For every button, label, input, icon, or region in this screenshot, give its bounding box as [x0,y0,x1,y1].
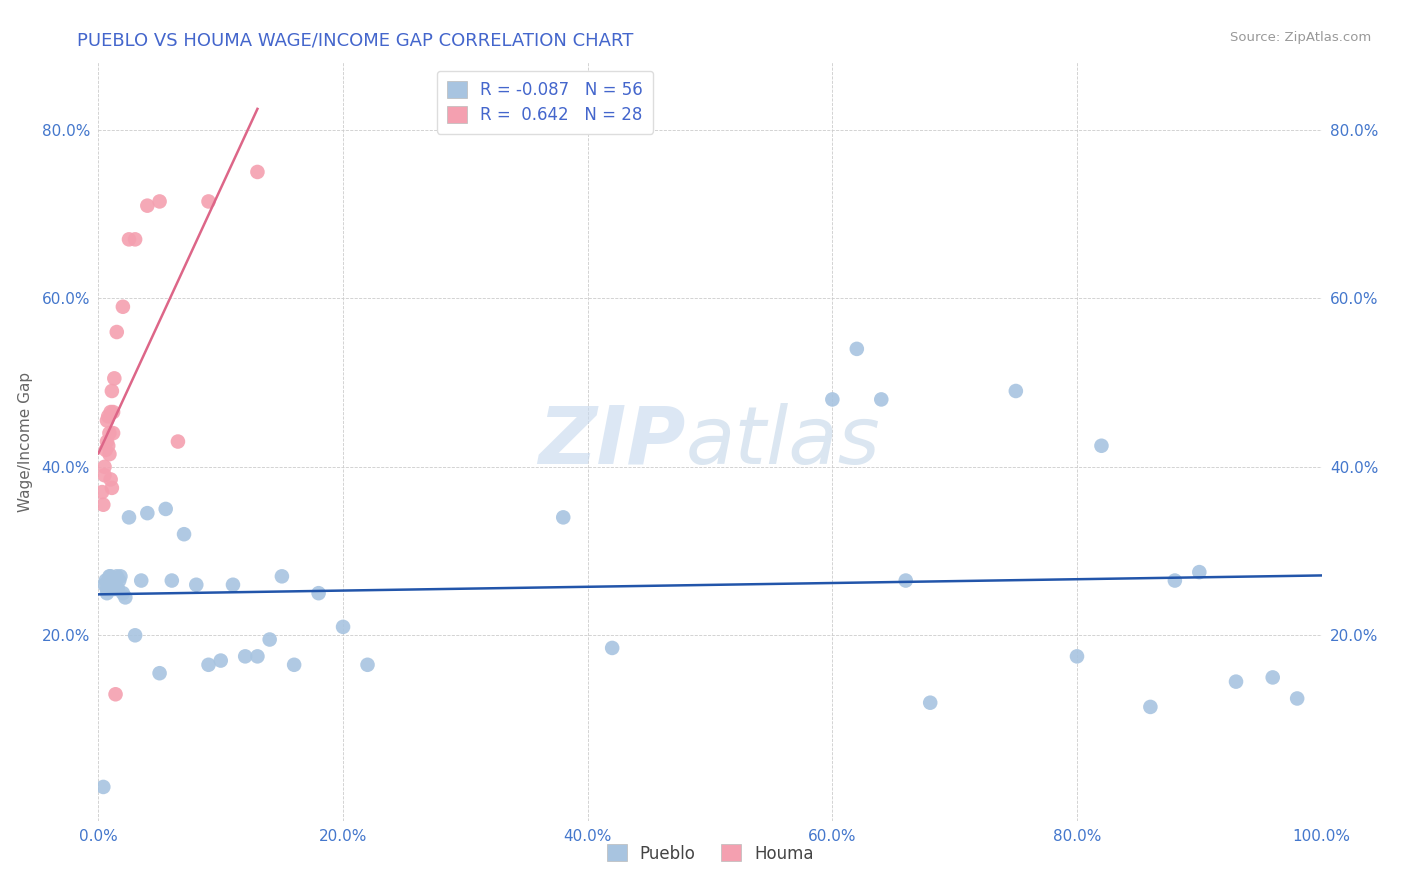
Point [97,409,120,424]
Point [124,232,146,246]
Point [870,392,893,407]
Point [1066,649,1088,664]
Legend: Pueblo, Houma: Pueblo, Houma [600,838,820,869]
Point [118,232,141,246]
Point [173,527,195,541]
Point [894,574,917,588]
Point [1286,691,1309,706]
Point [118,510,141,524]
Text: PUEBLO VS HOUMA WAGE/INCOME GAP CORRELATION CHART: PUEBLO VS HOUMA WAGE/INCOME GAP CORRELAT… [77,31,634,49]
Y-axis label: Wage/Income Gap: Wage/Income Gap [18,371,34,512]
Point [308,586,330,600]
Point [101,426,124,441]
Text: Source: ZipAtlas.com: Source: ZipAtlas.com [1230,31,1371,45]
Point [111,300,134,314]
Point [222,578,245,592]
Point [93,468,115,483]
Point [98,447,121,461]
Point [197,657,219,672]
Point [98,582,121,596]
Point [96,413,118,427]
Point [246,649,269,664]
Point [332,620,354,634]
Point [98,569,121,583]
Point [114,591,136,605]
Point [149,666,172,681]
Point [1188,565,1211,579]
Point [1090,439,1112,453]
Point [270,569,294,583]
Point [91,485,114,500]
Point [1261,670,1284,684]
Point [110,569,132,583]
Point [104,578,127,592]
Point [1225,674,1247,689]
Point [149,194,172,209]
Point [100,578,122,592]
Point [105,325,128,339]
Point [246,165,269,179]
Point [920,696,942,710]
Point [91,498,114,512]
Point [600,640,623,655]
Text: ZIP: ZIP [538,402,686,481]
Point [91,780,114,794]
Point [845,342,868,356]
Point [105,569,128,583]
Point [167,434,190,449]
Point [160,574,183,588]
Point [1004,384,1026,398]
Point [100,405,122,419]
Point [155,502,177,516]
Point [98,426,121,441]
Point [101,405,124,419]
Point [107,582,129,596]
Point [103,371,125,385]
Point [553,510,575,524]
Point [94,574,117,588]
Point [93,459,115,474]
Point [1164,574,1187,588]
Point [101,578,124,592]
Point [96,586,118,600]
Point [97,439,120,453]
Point [103,582,125,596]
Point [104,687,127,701]
Point [94,442,117,457]
Point [101,574,124,588]
Point [101,384,124,398]
Point [136,199,159,213]
Point [108,574,131,588]
Point [233,649,256,664]
Point [100,569,122,583]
Point [93,578,115,592]
Point [356,657,378,672]
Point [283,657,305,672]
Point [96,434,118,449]
Point [100,473,122,487]
Point [197,194,219,209]
Point [101,481,124,495]
Point [259,632,281,647]
Point [209,654,232,668]
Point [96,582,118,596]
Point [111,586,134,600]
Point [129,574,152,588]
Point [124,628,146,642]
Point [186,578,208,592]
Text: atlas: atlas [686,402,880,481]
Point [136,506,159,520]
Point [1139,699,1161,714]
Point [821,392,844,407]
Point [97,574,120,588]
